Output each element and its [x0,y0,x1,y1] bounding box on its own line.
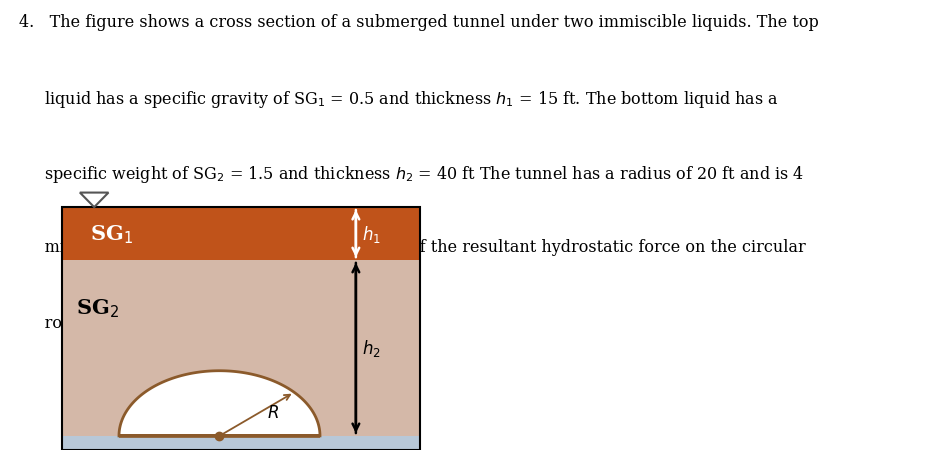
Bar [61,260,421,436]
Polygon shape [119,371,320,436]
Text: $h_1$: $h_1$ [362,223,381,244]
Text: miles long. Find the magnitude and location of the resultant hydrostatic force o: miles long. Find the magnitude and locat… [19,239,806,256]
Text: liquid has a specific gravity of SG$_1$ = 0.5 and thickness $h_1$ = 15 ft. The b: liquid has a specific gravity of SG$_1$ … [19,89,778,110]
Bar [61,436,421,450]
Text: roof of the tunnel.: roof of the tunnel. [19,314,192,331]
Text: 4.   The figure shows a cross section of a submerged tunnel under two immiscible: 4. The figure shows a cross section of a… [19,14,819,30]
Text: specific weight of SG$_2$ = 1.5 and thickness $h_2$ = 40 ft The tunnel has a rad: specific weight of SG$_2$ = 1.5 and thic… [19,164,804,185]
Text: SG$_1$: SG$_1$ [90,223,133,245]
Text: SG$_2$: SG$_2$ [76,297,119,319]
Bar [61,207,421,260]
Text: $R$: $R$ [267,404,279,421]
Text: $h_2$: $h_2$ [362,338,381,359]
Bar [61,207,421,450]
